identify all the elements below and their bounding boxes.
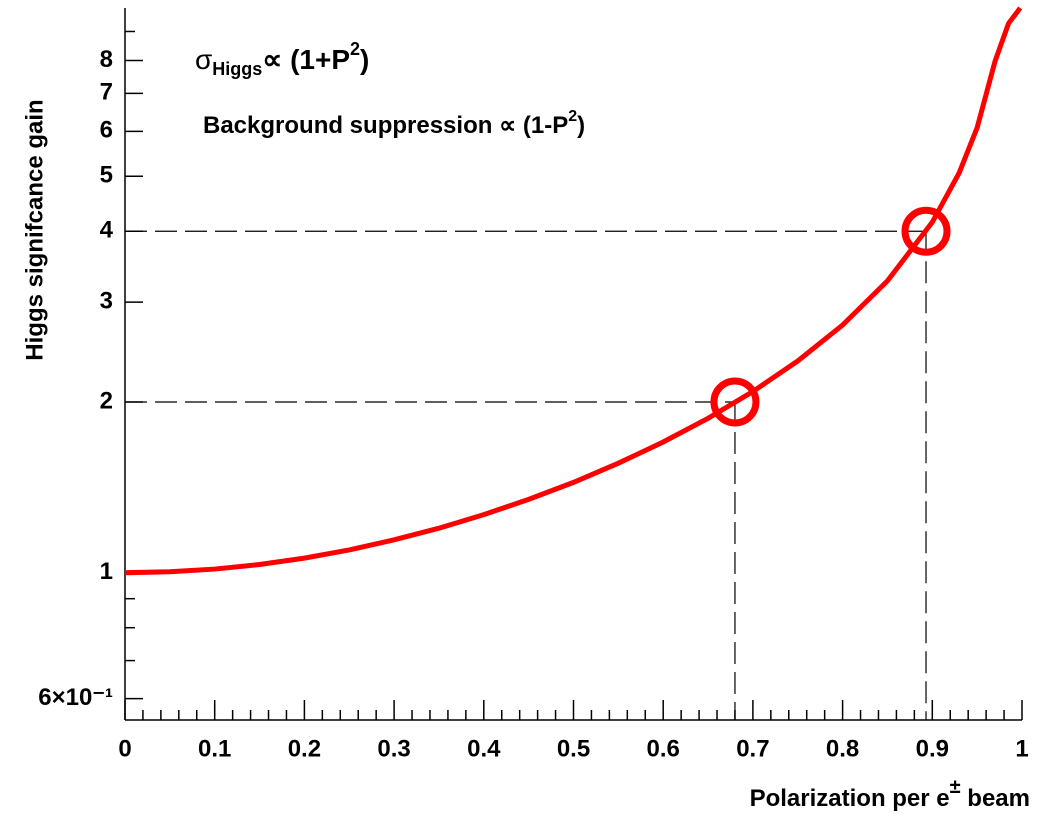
y-tick-label: 4 bbox=[100, 217, 114, 244]
x-tick-label: 0.4 bbox=[467, 735, 501, 762]
x-tick-label: 0 bbox=[118, 735, 131, 762]
y-tick-label: 3 bbox=[100, 287, 113, 314]
y-tick-label: 8 bbox=[100, 46, 113, 73]
y-tick-label: 1 bbox=[100, 558, 113, 585]
highlight-marker bbox=[710, 377, 760, 427]
x-tick-label: 0.3 bbox=[377, 735, 410, 762]
x-tick-label: 0.2 bbox=[288, 735, 321, 762]
x-tick-label: 0.7 bbox=[736, 735, 769, 762]
x-tick-label: 0.8 bbox=[826, 735, 859, 762]
x-tick-label: 1 bbox=[1015, 735, 1028, 762]
annotation: Background suppression ∝ (1-P2) bbox=[203, 108, 585, 139]
y-tick-label: 6 bbox=[100, 117, 113, 144]
highlight-marker bbox=[901, 206, 951, 256]
y-tick-label: 2 bbox=[100, 387, 113, 414]
y-tick-label: 7 bbox=[100, 79, 113, 106]
y-tick-label: 5 bbox=[100, 162, 113, 189]
annotation: σHiggs∝ (1+P2) bbox=[195, 39, 369, 79]
curve bbox=[124, 6, 1023, 576]
x-tick-label: 0.5 bbox=[557, 735, 590, 762]
x-tick-label: 0.9 bbox=[916, 735, 949, 762]
y-tick-label: 6×10⁻¹ bbox=[38, 684, 113, 711]
x-tick-label: 0.1 bbox=[198, 735, 231, 762]
x-tick-label: 0.6 bbox=[647, 735, 680, 762]
x-axis-label: Polarization per e± beam bbox=[750, 776, 1030, 812]
y-axis-label: Higgs signifcance gain bbox=[21, 99, 48, 360]
